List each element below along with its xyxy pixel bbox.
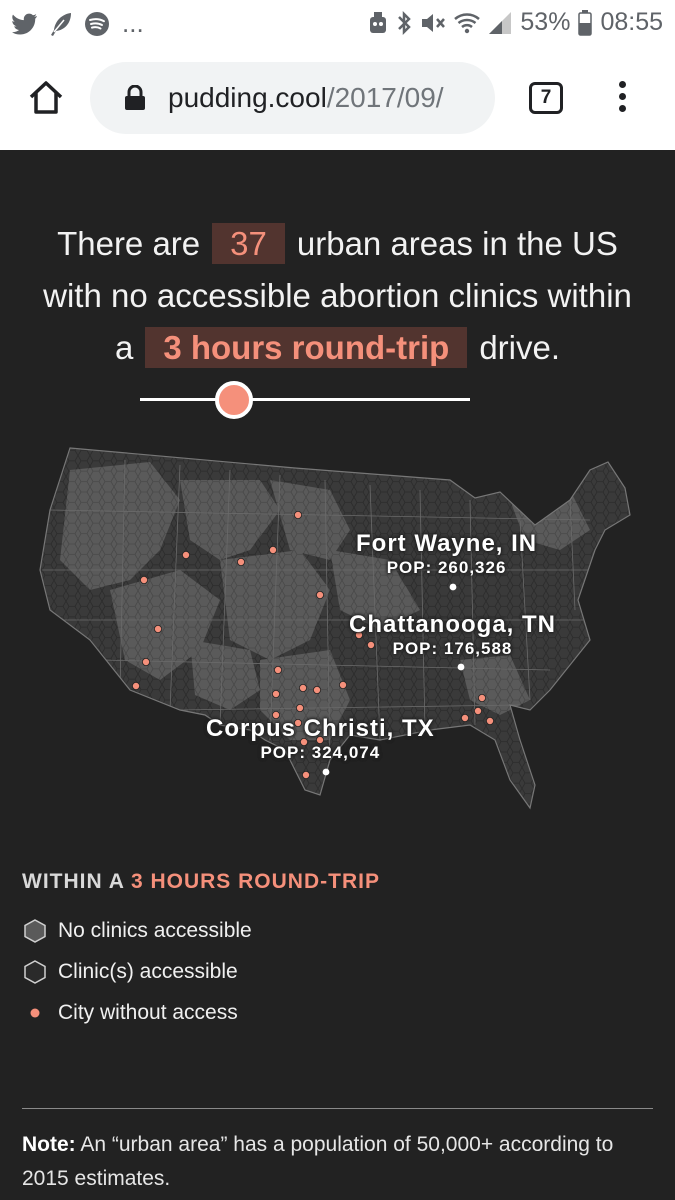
city-dot [140,575,149,584]
city-name: Corpus Christi, TX [206,715,435,742]
slider-track [140,398,470,401]
battery-percent: 53% [520,8,571,36]
legend-title-prefix: WITHIN A [22,870,125,893]
city-dot [354,630,363,639]
legend-label: Clinic(s) accessible [58,959,238,983]
city-dot [485,716,494,725]
status-bar: ... 53% 08:55 [0,0,675,48]
headline: There are 37 urban areas in the US with no… [0,218,675,374]
legend-label: No clinics accessible [58,918,252,942]
headline-line-1: There are 37 urban areas in the US [0,218,675,270]
legend-title-accent: 3 HOURS ROUND-TRIP [130,870,380,893]
lock-icon [125,85,145,110]
headline-part1: There are [57,225,201,262]
legend-item-clinics: Clinic(s) accessible [22,951,662,992]
mute-icon [420,11,446,35]
city-dot [477,693,486,702]
urban-area-count: 37 [212,223,285,264]
city-dot [273,665,282,674]
hexagon-outline-icon [22,959,48,985]
headline-part2a: urban areas in the US [296,225,618,262]
city-dot [366,640,375,649]
city-population: POP: 176,588 [392,639,513,658]
headline-part3: a [114,329,134,366]
hex-grid [40,448,630,808]
bluetooth-icon [396,10,412,36]
city-dot [142,657,151,666]
city-name: Chattanooga, TN [349,611,556,638]
note: Note: An “urban area” has a population o… [22,1128,662,1196]
headline-part4: drive. [479,329,561,366]
url-domain: pudding.cool [168,82,327,113]
menu-button[interactable] [612,78,632,118]
city-dot [181,551,190,560]
distance-selector[interactable]: 3 hours round-trip [145,327,468,368]
city-dot [236,558,245,567]
browser-toolbar: pudding.cool/2017/09/ 7 [0,48,675,150]
city-dot [301,770,310,779]
labeled-city-dot [449,583,457,591]
map-label-chattanooga: Chattanooga, TN POP: 176,588 [349,611,556,659]
city-name: Fort Wayne, IN [356,530,538,557]
feather-icon [50,12,72,36]
city-dot [315,735,324,744]
status-overflow: ... [122,8,144,38]
city-dot [293,718,302,727]
twitter-icon [12,13,38,35]
us-map [39,447,631,809]
slider-handle[interactable] [215,381,254,419]
url-path: /2017/09/ [326,82,444,113]
labeled-city-dot [457,663,465,671]
city-population: POP: 324,074 [260,743,381,762]
city-dot [271,689,280,698]
distance-slider[interactable] [140,380,470,420]
city-dot-icon [22,1000,48,1026]
labeled-city-dot [322,768,330,776]
city-dot [298,683,307,692]
city-dot [473,706,482,715]
divider [22,1108,653,1109]
legend-item-no-clinics: No clinics accessible [22,910,662,951]
tab-switcher-button[interactable]: 7 [529,82,563,114]
spotify-icon [84,11,110,37]
legend: WITHIN A 3 HOURS ROUND-TRIP No clinics a… [22,870,662,1033]
city-dot [312,685,321,694]
note-text: An “urban area” has a population of 50,0… [22,1133,614,1190]
map-label-corpus-christi: Corpus Christi, TX POP: 324,074 [206,715,435,763]
legend-item-city: City without access [22,992,662,1033]
wifi-icon [454,12,481,34]
url-text: pudding.cool/2017/09/ [168,82,444,114]
city-dot [154,624,163,633]
city-dot [271,710,280,719]
city-dot [315,590,324,599]
state-borders [42,459,591,761]
city-dots [132,511,494,779]
robot-icon [368,11,388,35]
legend-label: City without access [58,1000,238,1024]
note-label: Note: [22,1133,76,1156]
headline-line-3: a 3 hours round-trip drive. [0,322,675,374]
tab-count: 7 [540,87,552,108]
city-population: POP: 260,326 [386,558,507,577]
city-dot [132,681,141,690]
hexagon-filled-icon [22,918,48,944]
legend-title: WITHIN A 3 HOURS ROUND-TRIP [22,870,662,894]
map-label-fort-wayne: Fort Wayne, IN POP: 260,326 [356,530,537,578]
address-bar[interactable]: pudding.cool/2017/09/ [90,62,495,134]
city-dot [460,713,469,722]
city-dot [338,680,347,689]
city-dot [293,511,302,520]
signal-icon [488,11,512,35]
city-dot [268,546,277,555]
home-button[interactable] [26,78,66,118]
clock: 08:55 [600,8,663,36]
city-dot [295,703,304,712]
city-dot [299,737,308,746]
home-icon [29,81,63,114]
no-access-regions [60,462,590,740]
headline-line-2: with no accessible abortion clinics with… [43,277,632,314]
battery-icon [578,9,593,36]
